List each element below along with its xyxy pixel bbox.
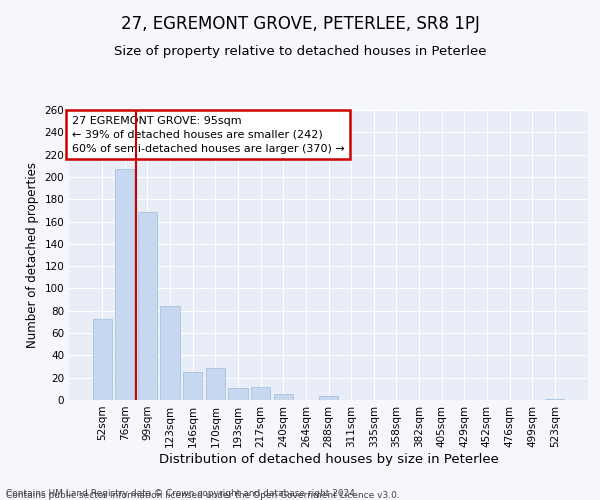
Y-axis label: Number of detached properties: Number of detached properties (26, 162, 39, 348)
Text: Contains public sector information licensed under the Open Government Licence v3: Contains public sector information licen… (6, 491, 400, 500)
Bar (115, 169, 134, 400)
Text: Contains HM Land Registry data © Crown copyright and database right 2024.: Contains HM Land Registry data © Crown c… (6, 488, 358, 498)
Bar (545, 399, 565, 400)
Text: 27 EGREMONT GROVE: 95sqm
← 39% of detached houses are smaller (242)
60% of semi-: 27 EGREMONT GROVE: 95sqm ← 39% of detach… (71, 116, 344, 154)
Bar (138, 212, 157, 400)
Bar (183, 372, 202, 400)
Bar (229, 388, 248, 400)
Bar (319, 396, 338, 400)
Bar (160, 306, 180, 400)
Text: Size of property relative to detached houses in Peterlee: Size of property relative to detached ho… (114, 45, 486, 58)
X-axis label: Distribution of detached houses by size in Peterlee: Distribution of detached houses by size … (158, 452, 499, 466)
Bar (92, 318, 112, 400)
Text: 27, EGREMONT GROVE, PETERLEE, SR8 1PJ: 27, EGREMONT GROVE, PETERLEE, SR8 1PJ (121, 15, 479, 33)
Bar (274, 394, 293, 400)
Bar (251, 386, 270, 400)
Bar (206, 368, 225, 400)
